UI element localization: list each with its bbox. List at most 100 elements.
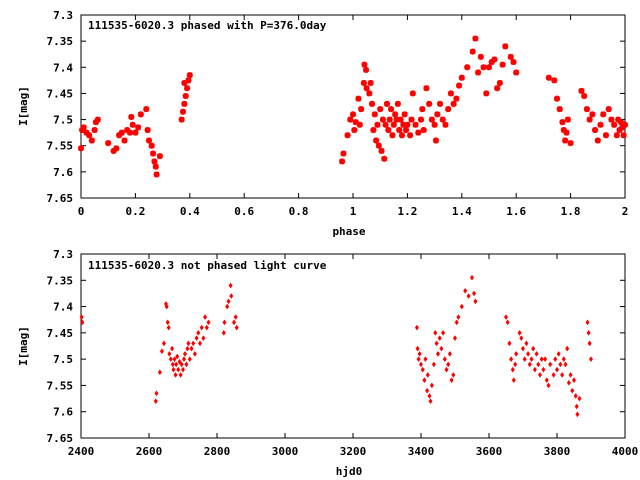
- unphased-data-point: [536, 361, 541, 368]
- unphased-data-point: [179, 361, 184, 368]
- phased-data-point: [152, 163, 159, 170]
- unphased-data-point: [185, 345, 190, 352]
- unphased-data-point: [466, 293, 471, 299]
- phased-data-point: [392, 111, 399, 118]
- unphased-data-point: [176, 366, 181, 373]
- unphased-data-point: [511, 377, 516, 384]
- phased-data-point: [556, 106, 563, 113]
- phased-data-point: [510, 59, 517, 66]
- phased-x-tick-label: 1: [350, 205, 357, 218]
- phased-data-point: [486, 64, 492, 71]
- phased-data-point: [564, 116, 571, 123]
- phased-data-point: [434, 111, 441, 118]
- phased-data-point: [355, 95, 362, 102]
- unphased-data-point: [586, 329, 591, 336]
- phased-data-point: [408, 116, 415, 123]
- phased-y-tick-label: 7.45: [47, 87, 74, 100]
- unphased-data-point: [531, 345, 536, 352]
- unphased-data-point: [519, 335, 524, 342]
- phased-data-point: [578, 87, 585, 94]
- phased-data-point: [375, 142, 382, 149]
- unphased-data-point: [553, 356, 558, 363]
- unphased-x-axis-label: hjd0: [336, 465, 363, 478]
- phased-data-point: [456, 82, 463, 89]
- unphased-data-point: [441, 329, 446, 336]
- phased-data-point: [121, 137, 128, 144]
- phased-data-point: [620, 132, 627, 139]
- unphased-data-point: [418, 361, 424, 368]
- unphased-data-point: [414, 324, 419, 331]
- phased-data-point: [367, 79, 374, 86]
- phased-data-point: [412, 121, 419, 128]
- unphased-data-point: [520, 345, 526, 352]
- phased-data-point: [386, 116, 393, 123]
- unphased-data-point: [570, 387, 575, 394]
- phased-data-point: [611, 121, 618, 128]
- phased-data-point: [150, 150, 157, 157]
- phased-data-point: [600, 111, 607, 118]
- phased-data-point: [419, 106, 426, 113]
- phased-data-point: [617, 119, 624, 126]
- unphased-data-point: [452, 335, 458, 342]
- phased-data-point: [137, 111, 144, 118]
- phased-data-point: [480, 64, 487, 71]
- unphased-data-point: [80, 319, 85, 326]
- phased-x-tick-label: 0: [78, 205, 85, 218]
- phased-data-point: [418, 116, 424, 123]
- unphased-data-point: [228, 282, 233, 289]
- unphased-data-point: [197, 340, 203, 347]
- phased-data-point: [347, 116, 354, 123]
- phased-title: 111535-6020.3 phased with P=376.0day: [88, 19, 327, 32]
- unphased-title: 111535-6020.3 not phased light curve: [88, 259, 327, 272]
- phased-data-point: [608, 116, 615, 123]
- unphased-data-point: [446, 361, 451, 368]
- phased-data-point: [124, 127, 131, 134]
- unphased-data-point: [577, 395, 582, 402]
- phased-y-tick-label: 7.65: [47, 192, 74, 205]
- phased-data-point: [377, 106, 384, 113]
- unphased-data-point: [233, 314, 238, 321]
- phased-data-point: [423, 85, 430, 92]
- phased-data-point: [361, 61, 368, 68]
- phased-x-tick-label: 0.4: [180, 205, 200, 218]
- unphased-data-point: [451, 371, 456, 378]
- unphased-data-point: [505, 319, 510, 326]
- phased-data-point: [363, 66, 370, 73]
- phased-data-point: [94, 116, 101, 123]
- phased-data-point: [373, 137, 380, 144]
- unphased-y-tick-label: 7.65: [47, 432, 74, 445]
- phased-data-point: [358, 106, 365, 113]
- unphased-data-point: [172, 356, 177, 363]
- phased-data-point: [483, 90, 490, 97]
- unphased-data-point: [427, 393, 432, 399]
- unphased-data-point: [164, 303, 169, 310]
- phased-data-point: [560, 127, 567, 134]
- unphased-data-point: [423, 356, 428, 363]
- unphased-data-point: [556, 350, 561, 357]
- phased-data-point: [379, 116, 386, 123]
- unphased-data-point: [437, 335, 442, 342]
- unphased-data-point: [509, 356, 514, 363]
- unphased-data-point: [181, 356, 187, 363]
- unphased-data-point: [159, 348, 164, 355]
- unphased-data-point: [229, 293, 234, 299]
- unphased-data-point: [539, 356, 544, 363]
- phased-data-point: [428, 116, 435, 123]
- unphased-data-point: [196, 329, 201, 336]
- unphased-data-point: [231, 319, 237, 326]
- phased-data-point: [615, 116, 622, 123]
- phased-x-tick-label: 0.6: [234, 205, 254, 218]
- unphased-y-tick-label: 7.3: [53, 248, 73, 261]
- phased-data-point: [589, 111, 596, 118]
- phased-y-tick-label: 7.35: [47, 35, 74, 48]
- unphased-data-point: [429, 382, 434, 389]
- phased-data-point: [404, 121, 411, 128]
- unphased-data-point: [554, 366, 560, 373]
- unphased-data-point: [153, 398, 158, 405]
- phased-data-point: [126, 129, 133, 136]
- phased-data-point: [370, 127, 377, 134]
- phased-x-tick-label: 1.4: [452, 205, 472, 218]
- unphased-data-point: [182, 350, 188, 357]
- phased-data-point: [128, 113, 135, 120]
- unphased-data-point: [184, 361, 189, 368]
